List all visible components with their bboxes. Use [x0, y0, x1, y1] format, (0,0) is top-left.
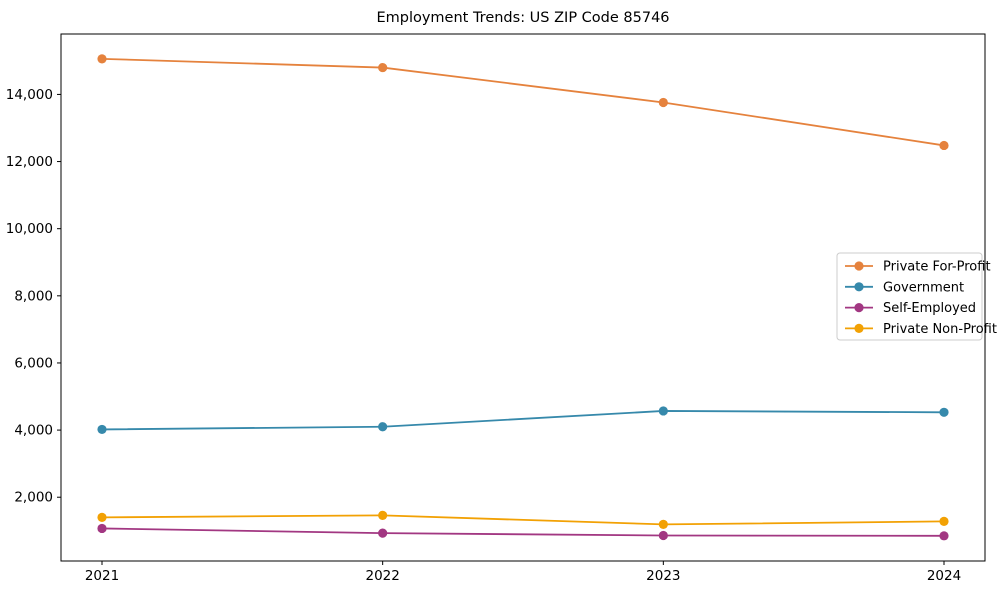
data-point-marker: [658, 97, 668, 108]
series-line: [101, 514, 945, 526]
legend-entry[interactable]: Government: [845, 280, 964, 295]
x-tick-label: 2024: [927, 568, 961, 584]
series-private-for-profit: [97, 54, 949, 151]
series-private-non-profit: [97, 510, 949, 530]
data-point-marker: [939, 407, 949, 417]
legend-entry[interactable]: Self-Employed: [845, 301, 976, 316]
data-point-marker: [939, 531, 949, 541]
legend-label: Private For-Profit: [883, 260, 991, 275]
data-point-marker: [378, 510, 388, 520]
legend-box: [836, 252, 983, 341]
legend-swatch-marker: [854, 323, 864, 333]
y-tick-label: 10,000: [6, 221, 53, 237]
data-point-marker: [378, 528, 388, 538]
y-tick-label: 6,000: [14, 355, 53, 371]
x-tick-label: 2023: [646, 568, 680, 584]
legend-entry[interactable]: Private For-Profit: [845, 260, 991, 275]
chart-title: Employment Trends: US ZIP Code 85746: [376, 10, 669, 26]
data-point-marker: [658, 519, 668, 530]
y-tick-label: 12,000: [6, 154, 53, 170]
plot-frame: [60, 33, 986, 562]
legend-label: Government: [883, 280, 964, 295]
y-tick-label: 4,000: [14, 423, 53, 439]
legend-swatch-marker: [854, 303, 864, 313]
data-point-marker: [939, 140, 949, 151]
data-point-marker: [939, 516, 949, 526]
data-point-marker: [97, 424, 107, 435]
x-tick-label: 2022: [365, 568, 399, 584]
series-line: [101, 527, 945, 537]
data-point-marker: [658, 406, 668, 416]
legend-swatch-marker: [854, 261, 864, 271]
legend-swatch-marker: [854, 282, 864, 292]
series-line: [101, 57, 945, 147]
x-tick-label: 2021: [85, 568, 119, 584]
legend-entry[interactable]: Private Non-Profit: [845, 322, 997, 337]
y-tick-label: 8,000: [14, 288, 53, 304]
data-point-marker: [378, 422, 388, 432]
legend-label: Self-Employed: [883, 301, 976, 316]
data-point-marker: [378, 62, 388, 73]
data-point-marker: [658, 530, 668, 541]
y-tick-label: 14,000: [6, 87, 53, 103]
series-self-employed: [97, 523, 949, 541]
data-point-marker: [97, 512, 107, 522]
series-line: [101, 410, 945, 431]
legend: Private For-Profit Government Self-Employe…: [836, 252, 997, 341]
data-point-marker: [97, 54, 107, 64]
y-tick-label: 2,000: [14, 490, 53, 506]
data-point-marker: [97, 523, 107, 534]
legend-label: Private Non-Profit: [883, 322, 997, 337]
series-government: [97, 406, 949, 435]
